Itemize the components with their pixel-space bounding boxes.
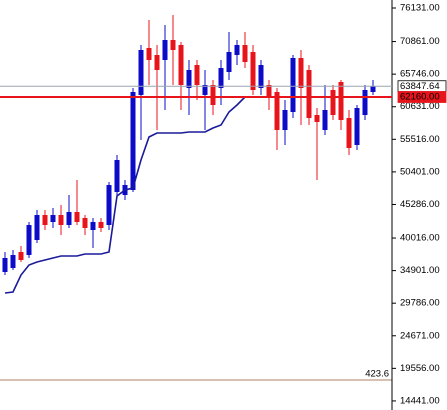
candle-body xyxy=(314,115,320,122)
candle-body xyxy=(370,86,376,92)
candle-body xyxy=(26,225,32,255)
candle-body xyxy=(210,85,216,105)
candle-body xyxy=(346,118,352,148)
y-tick-label: 29786.00 xyxy=(400,298,440,309)
candle-body xyxy=(58,215,64,225)
candle-body xyxy=(354,108,360,145)
candle-body xyxy=(2,258,8,272)
candle-body xyxy=(218,68,224,88)
y-tick-label: 34901.00 xyxy=(400,265,440,276)
candle-body xyxy=(42,215,48,225)
candle-body xyxy=(290,58,296,112)
candle-body xyxy=(362,90,368,115)
y-tick-label: 19556.00 xyxy=(400,363,440,374)
candle-body xyxy=(306,70,312,118)
price-label-box xyxy=(397,91,447,103)
y-tick-label: 55516.00 xyxy=(400,134,440,145)
indicator-label: 423.6 xyxy=(365,369,389,380)
candle-body xyxy=(242,45,248,62)
candle-body xyxy=(90,222,96,230)
candle-body xyxy=(258,65,264,88)
y-tick-label: 50401.00 xyxy=(400,166,440,177)
candle-body xyxy=(50,215,56,222)
y-tick-label: 40016.00 xyxy=(400,233,440,244)
candle-body xyxy=(338,82,344,120)
y-tick-label: 24671.00 xyxy=(400,330,440,341)
candle-body xyxy=(74,212,80,222)
candle-body xyxy=(322,110,328,130)
price-label: 63847.64 xyxy=(400,81,440,92)
candle-body xyxy=(274,92,280,130)
candle-body xyxy=(146,48,152,60)
candle-body xyxy=(106,185,112,225)
y-tick-label: 14441.00 xyxy=(400,395,440,406)
candle-body xyxy=(82,218,88,228)
candle-body xyxy=(114,160,120,192)
candle-body xyxy=(18,252,24,260)
price-label: 62160.00 xyxy=(400,92,440,103)
candle-body xyxy=(138,50,144,95)
candle-body xyxy=(250,52,256,90)
y-tick-label: 76131.00 xyxy=(400,3,440,14)
candle-body xyxy=(98,222,104,228)
y-tick-label: 60631.00 xyxy=(400,101,440,112)
candle-body xyxy=(186,70,192,88)
candle-body xyxy=(234,45,240,55)
candle-body xyxy=(330,90,336,115)
candle-body xyxy=(34,215,40,240)
y-tick-label: 45286.00 xyxy=(400,199,440,210)
y-tick-label: 70861.00 xyxy=(400,36,440,47)
candle-body xyxy=(202,85,208,95)
candle-body xyxy=(66,212,72,225)
candle-body xyxy=(282,110,288,130)
candle-body xyxy=(266,85,272,98)
candle-body xyxy=(162,40,168,60)
y-tick-label: 65746.00 xyxy=(400,69,440,80)
candle-body xyxy=(226,52,232,72)
trail-line xyxy=(4,96,246,294)
candle-body xyxy=(170,40,176,50)
candle-body xyxy=(10,255,16,268)
candle-body xyxy=(154,55,160,70)
candle-body xyxy=(194,65,200,85)
candle-body xyxy=(298,58,304,88)
candle-body xyxy=(130,92,136,190)
candle-body xyxy=(178,45,184,85)
